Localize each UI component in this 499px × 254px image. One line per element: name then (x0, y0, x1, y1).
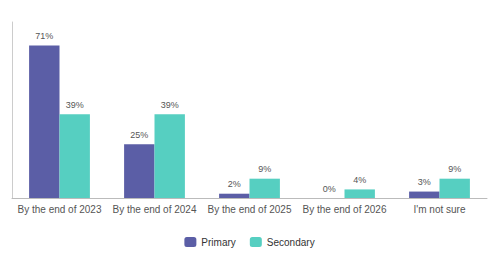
svg-text:By the end of 2026: By the end of 2026 (303, 204, 387, 215)
svg-text:71%: 71% (35, 31, 53, 41)
svg-text:0%: 0% (323, 184, 336, 194)
svg-text:Primary: Primary (201, 237, 235, 248)
svg-text:By the end of 2025: By the end of 2025 (208, 204, 292, 215)
svg-text:39%: 39% (66, 100, 84, 110)
svg-text:39%: 39% (161, 100, 179, 110)
svg-text:25%: 25% (130, 130, 148, 140)
svg-text:9%: 9% (258, 164, 271, 174)
svg-text:4%: 4% (353, 175, 366, 185)
svg-text:9%: 9% (448, 164, 461, 174)
svg-text:2%: 2% (228, 179, 241, 189)
svg-text:I'm not sure: I'm not sure (414, 204, 466, 215)
svg-text:By the end of 2024: By the end of 2024 (113, 204, 197, 215)
svg-text:3%: 3% (418, 177, 431, 187)
svg-text:By the end of 2023: By the end of 2023 (18, 204, 102, 215)
svg-text:Secondary: Secondary (267, 237, 315, 248)
